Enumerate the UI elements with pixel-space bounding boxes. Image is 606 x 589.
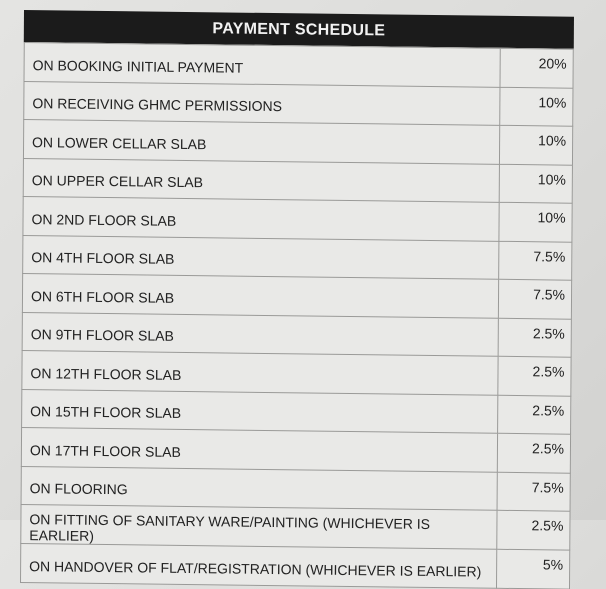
stage-cell: ON RECEIVING GHMC PERMISSIONS	[23, 81, 500, 126]
stage-cell: ON FITTING OF SANITARY WARE/PAINTING (WH…	[20, 504, 498, 550]
percent-cell: 5%	[496, 549, 570, 589]
payment-schedule-table: ON BOOKING INITIAL PAYMENT 20% ON RECEIVIN…	[20, 41, 574, 589]
table-row: ON UPPER CELLAR SLAB 10%	[23, 157, 573, 204]
table-row: ON RECEIVING GHMC PERMISSIONS 10%	[23, 81, 573, 127]
stage-cell: ON 2ND FLOOR SLAB	[22, 196, 500, 241]
stage-cell: ON 9TH FLOOR SLAB	[22, 311, 499, 357]
percent-cell: 2.5%	[497, 433, 571, 473]
table-row: ON 12TH FLOOR SLAB 2.5%	[21, 350, 572, 396]
table-row: ON BOOKING INITIAL PAYMENT 20%	[24, 42, 574, 88]
table-row: ON 2ND FLOOR SLAB 10%	[22, 196, 573, 242]
table-row: ON 6TH FLOOR SLAB 7.5%	[22, 273, 572, 319]
stage-cell: ON 12TH FLOOR SLAB	[21, 350, 499, 395]
percent-cell: 10%	[499, 163, 573, 204]
stage-cell: ON LOWER CELLAR SLAB	[23, 119, 500, 164]
percent-cell: 10%	[499, 86, 573, 127]
stage-cell: ON BOOKING INITIAL PAYMENT	[24, 42, 501, 87]
stage-cell: ON 17TH FLOOR SLAB	[21, 427, 498, 472]
stage-cell: ON UPPER CELLAR SLAB	[23, 157, 500, 203]
percent-cell: 10%	[499, 125, 573, 165]
percent-cell: 2.5%	[496, 510, 571, 551]
table-row: ON FLOORING 7.5%	[21, 465, 571, 512]
table-row: ON 15TH FLOOR SLAB 2.5%	[21, 388, 571, 435]
percent-cell: 10%	[498, 202, 573, 242]
table-row: ON 17TH FLOOR SLAB 2.5%	[21, 427, 571, 473]
percent-cell: 2.5%	[497, 394, 571, 435]
stage-cell: ON 4TH FLOOR SLAB	[22, 234, 499, 280]
percent-cell: 2.5%	[498, 317, 572, 358]
stage-cell: ON FLOORING	[21, 465, 498, 511]
table-row: ON 9TH FLOOR SLAB 2.5%	[22, 311, 572, 358]
table-row: ON FITTING OF SANITARY WARE/PAINTING (WH…	[20, 504, 571, 551]
table-row: ON 4TH FLOOR SLAB 7.5%	[22, 234, 572, 281]
stage-cell: ON HANDOVER OF FLAT/REGISTRATION (WHICHE…	[20, 543, 497, 588]
percent-cell: 20%	[499, 48, 574, 88]
percent-cell: 7.5%	[497, 471, 571, 512]
percent-cell: 7.5%	[498, 240, 572, 281]
table-row: ON LOWER CELLAR SLAB 10%	[23, 119, 573, 165]
stage-cell: ON 15TH FLOOR SLAB	[21, 388, 498, 434]
percent-cell: 2.5%	[497, 356, 572, 396]
percent-cell: 7.5%	[498, 279, 572, 319]
payment-schedule-document: PAYMENT SCHEDULE ON BOOKING INITIAL PAYM…	[20, 10, 574, 589]
stage-cell: ON 6TH FLOOR SLAB	[22, 273, 499, 318]
table-row: ON HANDOVER OF FLAT/REGISTRATION (WHICHE…	[20, 543, 570, 589]
